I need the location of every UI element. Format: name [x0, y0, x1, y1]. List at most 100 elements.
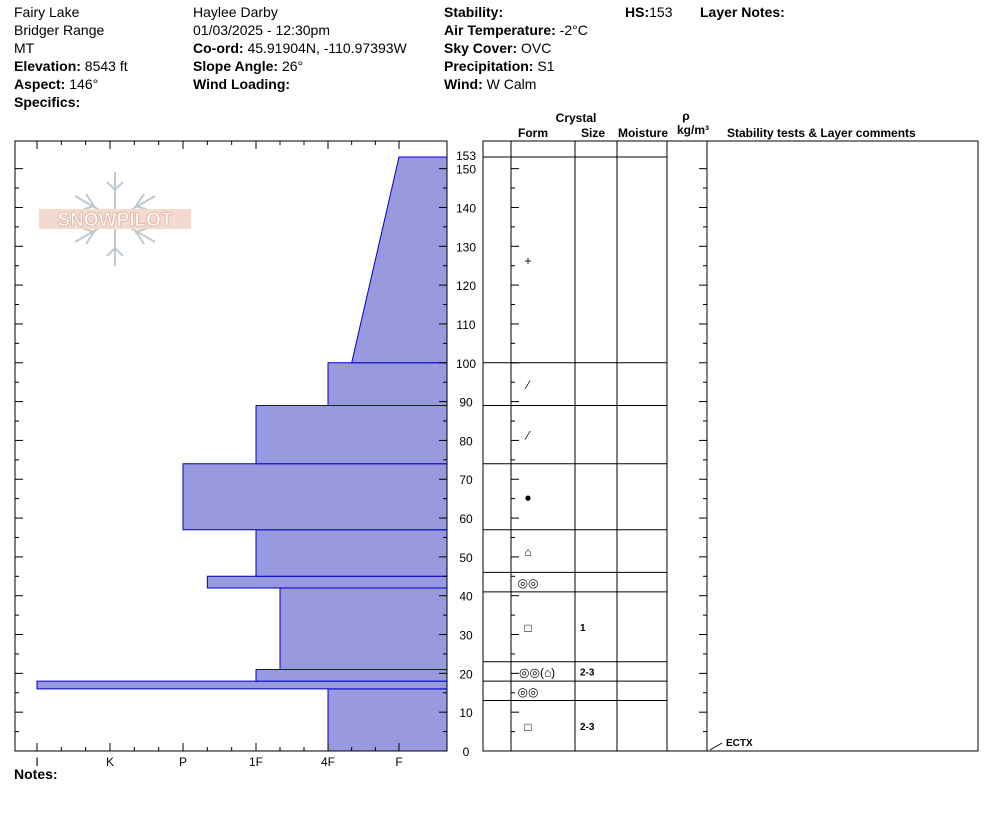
hardness-layer-bar	[255, 529, 448, 577]
hardness-tick-label: 4F	[321, 755, 335, 769]
depth-tick-label: 100	[456, 357, 476, 371]
stability-tests: ECTX	[709, 738, 753, 751]
precip-field: Precipitation: S1	[444, 57, 554, 75]
hs-label: HS:	[625, 4, 650, 20]
hs-tick-label: 153	[456, 149, 476, 163]
crystal-form-symbol: ◎◎	[518, 576, 539, 590]
hardness-layer-bar	[351, 156, 448, 364]
wind-label: Wind:	[444, 76, 483, 92]
hardness-tick-label: P	[179, 755, 187, 769]
notes-field: Notes:	[14, 765, 58, 783]
depth-tick-label: 90	[459, 396, 473, 410]
hs-value: 153	[649, 4, 673, 20]
coord-field: Co-ord: 45.91904N, -110.97393W	[193, 39, 407, 57]
air-temp-label: Air Temperature:	[444, 22, 556, 38]
slope-label: Slope Angle:	[193, 58, 279, 74]
precip-value: S1	[537, 58, 555, 74]
notes-label: Notes:	[14, 766, 58, 782]
depth-tick-label: 50	[459, 551, 473, 565]
depth-tick-label: 150	[456, 163, 476, 177]
hardness-axis: I K P 1F 4F F	[35, 141, 403, 769]
precip-label: Precipitation:	[444, 58, 534, 74]
hardness-layer-bar	[279, 587, 448, 670]
crystal-form-symbol: ◎◎(⌂)	[519, 665, 555, 679]
depth-tick-label: 70	[459, 473, 473, 487]
depth-tick-label: 30	[459, 629, 473, 643]
observation-datetime: 01/03/2025 - 12:30pm	[193, 22, 330, 38]
air-temp-value: -2°C	[559, 22, 588, 38]
hardness-tick-label: I	[35, 755, 38, 769]
rho-header: ρ	[682, 109, 689, 123]
density-unit-header: kg/m³	[677, 123, 709, 137]
crystal-form-symbol: ●	[524, 491, 531, 505]
wind-loading-field: Wind Loading:	[193, 75, 290, 93]
crystal-form-symbol: ⁄	[524, 378, 531, 392]
layer-table: + ⁄ ⁄ ● ⌂ ◎◎ □ 1 ◎◎(⌂) 2-3 ◎◎ □ 2-3	[483, 156, 667, 734]
coord-label: Co-ord:	[193, 40, 244, 56]
hardness-layers	[36, 156, 448, 752]
elevation-value: 8543 ft	[84, 58, 128, 74]
hardness-layer-bar	[255, 404, 448, 465]
hardness-layer-bar	[327, 688, 448, 752]
depth-tick-label: 80	[459, 434, 473, 448]
crystal-form-symbol: ◎◎	[518, 685, 539, 699]
logo-text: SNOWPILOT	[57, 210, 172, 231]
range-name: Bridger Range	[14, 22, 105, 38]
wind-field: Wind: W Calm	[444, 75, 536, 93]
hardness-layer-bar	[255, 668, 448, 682]
crystal-form-symbol: +	[524, 254, 531, 268]
depth-tick-label: 140	[456, 201, 476, 215]
coord-value: 45.91904N, -110.97393W	[247, 40, 407, 56]
elevation-label: Elevation:	[14, 58, 81, 74]
sky-label: Sky Cover:	[444, 40, 518, 56]
stability-test-label: ECTX	[726, 738, 753, 749]
stability-field: Stability:	[444, 3, 503, 21]
hardness-tick-label: K	[106, 755, 114, 769]
layer-notes-label: Layer Notes:	[700, 4, 785, 20]
snowpilot-logo: SNOWPILOT	[39, 172, 191, 266]
crystal-header: Crystal	[556, 111, 597, 125]
crystal-size-value: 2-3	[580, 667, 595, 678]
hardness-layer-bar	[36, 680, 448, 690]
hardness-layer-bar	[327, 362, 448, 406]
hardness-tick-label: 1F	[249, 755, 263, 769]
size-header: Size	[581, 126, 605, 140]
depth-tick-label: 10	[459, 706, 473, 720]
hardness-tick-label: F	[395, 755, 402, 769]
moisture-header: Moisture	[618, 126, 668, 140]
layer-table-frame	[482, 140, 979, 752]
specifics-label: Specifics:	[14, 94, 81, 110]
depth-tick-label: 120	[456, 279, 476, 293]
depth-tick-label: 110	[456, 318, 475, 332]
layer-notes-field: Layer Notes:	[700, 3, 785, 21]
stability-header: Stability tests & Layer comments	[727, 126, 916, 140]
observer-name: Haylee Darby	[193, 4, 278, 20]
crystal-form-symbol: □	[524, 621, 531, 635]
crystal-size-value: 1	[580, 623, 586, 634]
crystal-form-symbol: ⌂	[524, 545, 531, 559]
depth-tick-label: 40	[459, 590, 473, 604]
depth-tick-label: 0	[463, 745, 470, 759]
frames	[14, 140, 979, 752]
elevation-field: Elevation: 8543 ft	[14, 57, 128, 75]
hardness-plot-frame	[14, 140, 448, 752]
wind-value: W Calm	[486, 76, 537, 92]
state-name: MT	[14, 40, 35, 56]
crystal-form-symbol: □	[524, 720, 531, 734]
crystal-size-value: 2-3	[580, 722, 595, 733]
depth-tick-label: 60	[459, 512, 473, 526]
aspect-label: Aspect:	[14, 76, 66, 92]
hardness-layer-bar	[182, 463, 448, 531]
hardness-layer-bar	[206, 575, 448, 589]
test-pointer	[709, 742, 723, 751]
hs-field: HS:153	[625, 3, 672, 21]
air-temp-field: Air Temperature: -2°C	[444, 21, 588, 39]
sky-field: Sky Cover: OVC	[444, 39, 551, 57]
slope-value: 26°	[281, 58, 304, 74]
specifics-field: Specifics:	[14, 93, 80, 111]
depth-tick-label: 20	[459, 667, 473, 681]
stability-label: Stability:	[444, 4, 504, 20]
form-header: Form	[518, 126, 548, 140]
